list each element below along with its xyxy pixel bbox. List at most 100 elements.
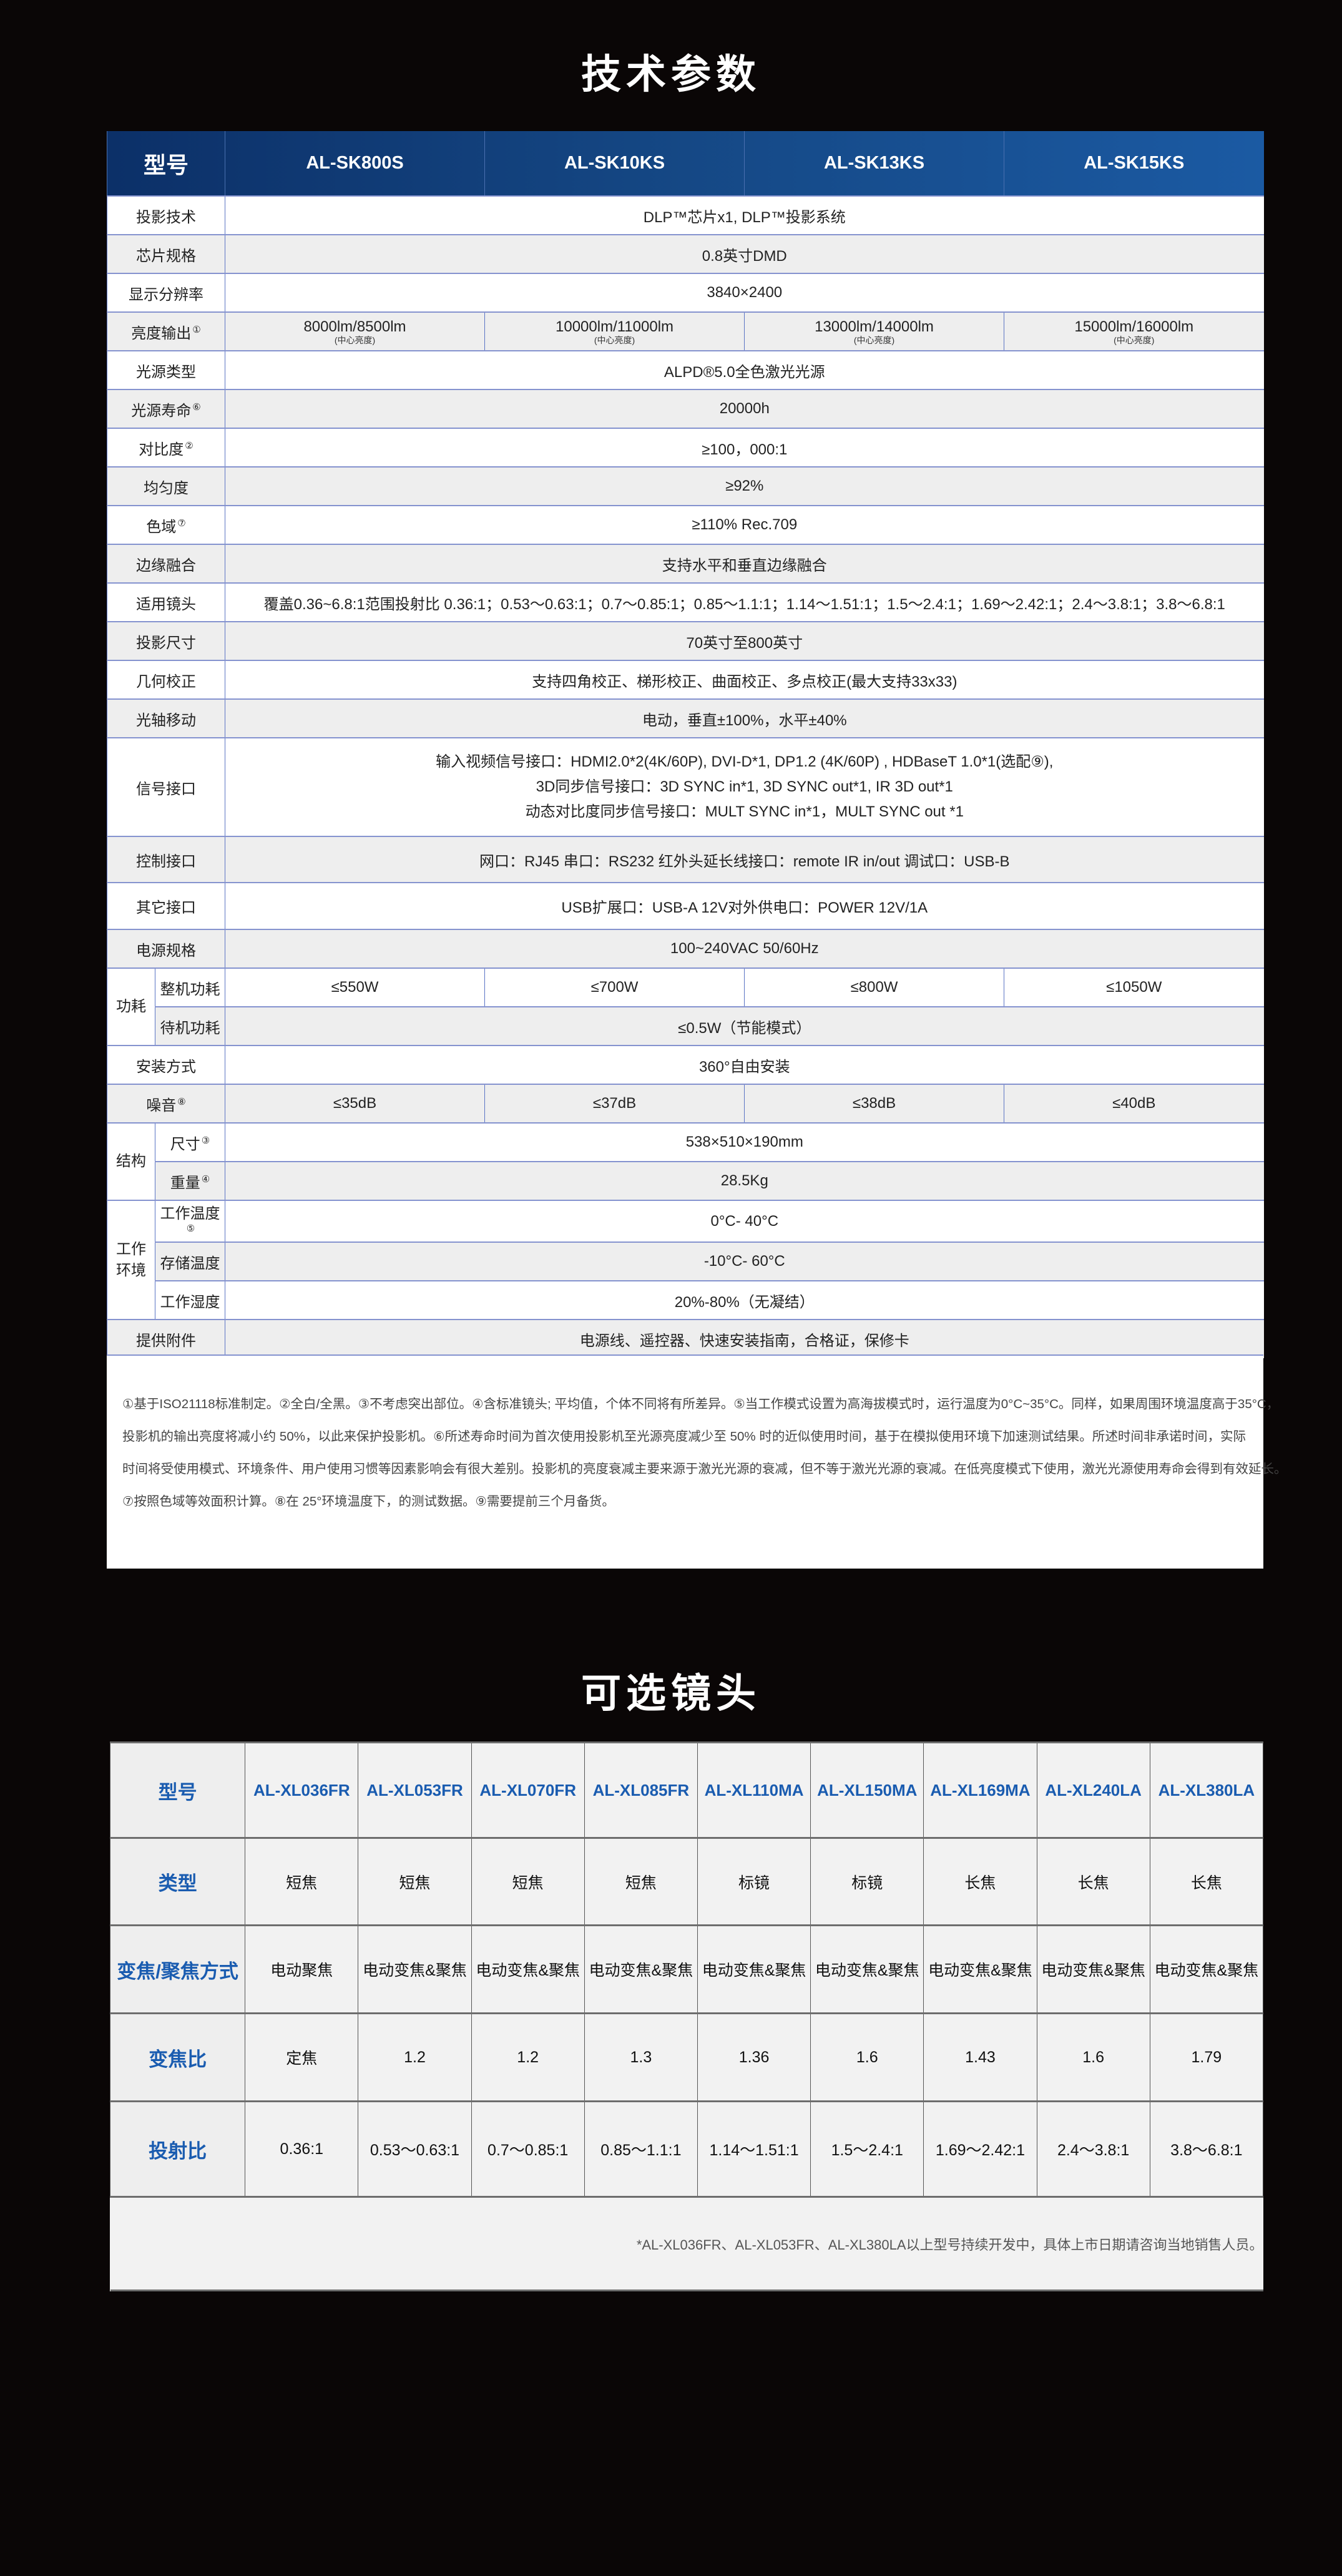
row-value: 0°C- 40°C [225, 1200, 1264, 1242]
row-label: 色域 ⑦ [106, 505, 225, 544]
row-value: 电源线、遥控器、快速安装指南，合格证，保修卡 [225, 1319, 1264, 1358]
row-value: 覆盖0.36~6.8:1范围投射比 0.36:1；0.53～0.63:1；0.7… [225, 582, 1264, 622]
row-label-text: 对比度 [139, 441, 184, 458]
lens-value: 1.14～1.51:1 [697, 2100, 811, 2197]
row-value: 360°自由安装 [225, 1045, 1264, 1084]
row-label: 尺寸 ③ [154, 1122, 225, 1162]
row-label: 提供附件 [106, 1319, 225, 1358]
spec-row: 电源规格 100~240VAC 50/60Hz [106, 929, 1264, 968]
lens-value: 1.5～2.4:1 [810, 2100, 924, 2197]
row-value: ≤700W [590, 979, 639, 996]
row-value: -10°C- 60°C [225, 1241, 1264, 1281]
row-label-text: 噪音 [146, 1097, 177, 1114]
row-value-cell: 8000lm/8500lm (中心亮度) [225, 311, 485, 351]
lens-value: 长焦 [1036, 1837, 1150, 1926]
row-subnote: (中心亮度) [1114, 335, 1155, 345]
row-label: 投影技术 [106, 195, 225, 235]
spec-header-row: 型号 AL-SK800S AL-SK10KS AL-SK13KS AL-SK15KS [106, 131, 1264, 196]
lens-value: 电动变焦&聚焦 [358, 1924, 472, 2014]
lens-model: AL-XL085FR [584, 1741, 698, 1838]
lens-model: AL-XL070FR [471, 1741, 585, 1838]
lens-row: 变焦/聚焦方式 电动聚焦 电动变焦&聚焦 电动变焦&聚焦 电动变焦&聚焦 电动变焦&聚焦电… [109, 1924, 1264, 2014]
row-label: 整机功耗 [154, 967, 225, 1007]
row-value-cell: 13000lm/14000lm (中心亮度) [744, 311, 1004, 351]
row-label-text: 工作温度 [160, 1205, 220, 1222]
spec-footnotes: ①基于ISO21118标准制定。②全白/全黑。③不考虑突出部位。④含标准镜头; … [107, 1354, 1287, 1569]
spec-row: 噪音 ⑧ ≤35dB ≤37dB ≤38dB ≤40dB [106, 1084, 1264, 1123]
lens-value: 1.36 [697, 2012, 811, 2102]
row-label-text: 待机功耗 [160, 1019, 220, 1037]
row-label: 对比度 ② [106, 428, 225, 467]
spec-row: 投影尺寸 70英寸至800英寸 [106, 621, 1264, 660]
row-value: ≤800W [850, 979, 898, 996]
row-label-text: 均匀度 [144, 479, 189, 497]
spec-row: 存储温度 -10°C- 60°C [107, 1241, 1264, 1281]
row-label-text: 信号接口 [136, 780, 196, 798]
row-value: 支持水平和垂直边缘融合 [225, 544, 1264, 583]
row-label-text: 重量 [170, 1174, 200, 1192]
row-label: 显示分辨率 [106, 273, 225, 312]
lens-value: 短焦 [471, 1837, 585, 1926]
row-value-line: 3D同步信号接口：3D SYNC in*1, 3D SYNC out*1, IR… [536, 778, 953, 795]
row-value-line: 输入视频信号接口：HDMI2.0*2(4K/60P), DVI-D*1, DP1… [436, 753, 1054, 770]
footnote-line: ⑦按照色域等效面积计算。⑧在 25°环境温度下，的测试数据。⑨需要提前三个月备货… [122, 1494, 615, 1509]
row-label-text: 投影尺寸 [136, 634, 196, 652]
spec-row: 工作湿度 20%-80%（无凝结） [107, 1280, 1264, 1320]
row-value-cell: ≤38dB [744, 1084, 1004, 1123]
row-value-cell: 输入视频信号接口：HDMI2.0*2(4K/60P), DVI-D*1, DP1… [225, 737, 1264, 836]
row-group-label-text: 工作 [116, 1240, 146, 1258]
lens-value: 2.4～3.8:1 [1036, 2100, 1150, 2197]
spec-row: 投影技术 DLP™芯片x1, DLP™投影系统 [106, 195, 1264, 235]
footnote-line: 时间将受使用模式、环境条件、用户使用习惯等因素影响会有很大差别。投影机的亮度衰减… [122, 1462, 1287, 1476]
row-value: ≥110% Rec.709 [225, 505, 1264, 544]
spec-row: 提供附件 电源线、遥控器、快速安装指南，合格证，保修卡 [106, 1319, 1264, 1358]
spec-row: 边缘融合 支持水平和垂直边缘融合 [106, 544, 1264, 583]
lens-row: 投射比 0.36:1 0.53～0.63:1 0.7～0.85:1 0.85～1.1:1… [109, 2100, 1264, 2197]
lens-model: AL-XL036FR [245, 1741, 359, 1838]
spec-row: 亮度输出 ① 8000lm/8500lm (中心亮度) 10000lm/11000lm(… [106, 311, 1264, 351]
lens-value: 0.36:1 [245, 2100, 359, 2197]
row-label: 工作湿度 [154, 1280, 225, 1320]
row-label-text: 尺寸 [170, 1135, 200, 1153]
lens-value: 长焦 [1149, 1837, 1264, 1926]
lens-model: AL-XL240LA [1036, 1741, 1150, 1838]
lens-value: 电动变焦&聚焦 [1149, 1924, 1264, 2014]
footnote-marker: ② [185, 440, 193, 451]
spec-row: 其它接口 USB扩展口：USB-A 12V对外供电口：POWER 12V/1A [106, 882, 1264, 929]
row-label-text: 光源寿命 [131, 402, 192, 419]
spec-row: 信号接口 输入视频信号接口：HDMI2.0*2(4K/60P), DVI-D*1,… [106, 737, 1264, 836]
model-header: AL-SK13KS [744, 131, 1004, 196]
lens-value: 长焦 [923, 1837, 1037, 1926]
model-header: AL-SK800S [225, 131, 485, 196]
row-label-text: 整机功耗 [160, 981, 220, 998]
row-value: ≤1050W [1106, 979, 1162, 996]
row-value: USB扩展口：USB-A 12V对外供电口：POWER 12V/1A [225, 882, 1264, 929]
lens-row-label: 变焦比 [109, 2012, 246, 2102]
row-label: 均匀度 [106, 466, 225, 506]
spec-header-label: 型号 [106, 131, 225, 196]
lens-value: 短焦 [358, 1837, 472, 1926]
lens-value: 电动变焦&聚焦 [471, 1924, 585, 2014]
lens-model: AL-XL110MA [697, 1741, 811, 1838]
row-label: 安装方式 [106, 1045, 225, 1084]
row-value: DLP™芯片x1, DLP™投影系统 [225, 195, 1264, 235]
row-subnote: (中心亮度) [334, 335, 376, 345]
lens-value: 3.8～6.8:1 [1149, 2100, 1264, 2197]
footnote-marker: ④ [201, 1173, 210, 1185]
row-label-text: 安装方式 [136, 1058, 196, 1075]
lens-value: 定焦 [245, 2012, 359, 2102]
row-label-text: 亮度输出 [131, 325, 192, 342]
spec-row: 几何校正 支持四角校正、梯形校正、曲面校正、多点校正(最大支持33x33) [106, 660, 1264, 699]
spec-row: 工作 环境 工作温度⑤ 0°C- 40°C [107, 1200, 1264, 1320]
footnote-marker: ⑧ [177, 1096, 186, 1107]
spec-row: 色域 ⑦ ≥110% Rec.709 [106, 505, 1264, 544]
model-header: AL-SK15KS [1004, 131, 1264, 196]
row-value-cell: ≤1050W [1004, 967, 1264, 1007]
row-value: 20000h [225, 389, 1264, 428]
lens-row-label: 变焦/聚焦方式 [109, 1924, 246, 2014]
row-value: ≥92% [225, 466, 1264, 506]
row-label: 控制接口 [106, 836, 225, 883]
footnote-marker: ① [192, 324, 201, 335]
row-label-text: 边缘融合 [136, 557, 196, 574]
spec-row: 结构 尺寸 ③ 538×510×190mm [107, 1122, 1264, 1200]
